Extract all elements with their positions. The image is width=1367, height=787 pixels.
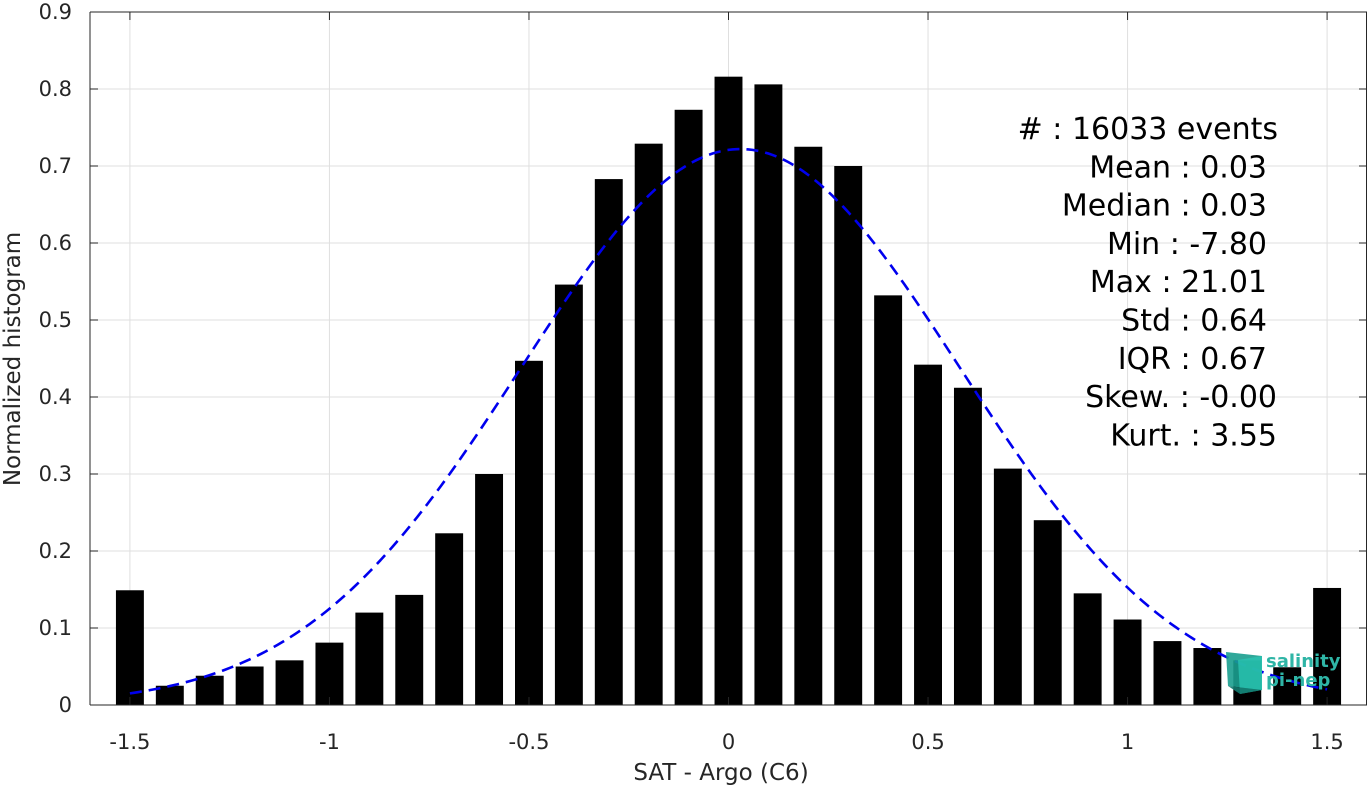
x-tick-label: 0 bbox=[722, 730, 735, 754]
stats-line: Median : 0.03 bbox=[1062, 189, 1267, 224]
histogram-bar bbox=[315, 642, 344, 705]
histogram-bar bbox=[115, 590, 144, 705]
histogram-bar bbox=[515, 360, 543, 705]
x-tick-label: 1.5 bbox=[1310, 730, 1343, 754]
x-tick-label: -1.5 bbox=[109, 730, 150, 754]
histogram-bar bbox=[1153, 641, 1182, 705]
histogram-bar bbox=[1073, 593, 1102, 705]
logo-mark-icon bbox=[1226, 652, 1262, 694]
histogram-bar bbox=[714, 76, 743, 706]
histogram-bar bbox=[1313, 587, 1342, 705]
salinity-pimep-logo: salinity pi-nep bbox=[1226, 651, 1341, 694]
histogram-bar bbox=[1193, 648, 1222, 705]
histogram-bar bbox=[355, 612, 384, 705]
histogram-bar bbox=[435, 533, 464, 705]
histogram-bar bbox=[155, 685, 184, 705]
y-tick-label: 0.3 bbox=[39, 462, 72, 486]
stats-line: IQR : 0.67 bbox=[1118, 342, 1267, 377]
y-axis-title: Normalized histogram bbox=[0, 232, 26, 486]
histogram-bar bbox=[195, 675, 224, 705]
histogram-bar bbox=[794, 146, 823, 705]
histogram-bar bbox=[674, 109, 703, 706]
y-tick-label: 0.8 bbox=[39, 77, 72, 101]
stats-line: Min : -7.80 bbox=[1107, 227, 1267, 262]
x-tick-label: -0.5 bbox=[508, 730, 549, 754]
histogram-bars bbox=[115, 76, 1342, 706]
y-tick-label: 0.1 bbox=[39, 616, 72, 640]
histogram-bar bbox=[1033, 520, 1062, 705]
histogram-bar bbox=[754, 84, 783, 705]
histogram-bar bbox=[914, 364, 942, 705]
x-tick-label: 1 bbox=[1121, 730, 1134, 754]
x-tick-label: -1 bbox=[319, 730, 340, 754]
histogram-bar bbox=[554, 284, 583, 705]
y-tick-label: 0.4 bbox=[39, 385, 72, 409]
stats-line: Mean : 0.03 bbox=[1089, 150, 1267, 185]
y-tick-label: 0.9 bbox=[39, 0, 72, 24]
stats-line: Std : 0.64 bbox=[1121, 304, 1267, 339]
stats-line: Skew. : -0.00 bbox=[1085, 380, 1277, 415]
histogram-bar bbox=[235, 666, 264, 705]
x-tick-label: 0.5 bbox=[911, 730, 944, 754]
logo-text-pimep: pi-nep bbox=[1266, 670, 1331, 691]
histogram-bar bbox=[993, 468, 1022, 705]
stats-line: # : 16033 events bbox=[1018, 112, 1278, 147]
y-axis-ticks: 0 0.1 0.2 0.3 0.4 0.5 0.6 0.7 0.8 0.9 bbox=[39, 0, 1367, 717]
y-tick-label: 0.6 bbox=[39, 231, 72, 255]
y-tick-label: 0.7 bbox=[39, 154, 72, 178]
stats-line: Kurt. : 3.55 bbox=[1110, 418, 1277, 453]
histogram-bar bbox=[395, 594, 424, 705]
y-tick-label: 0.2 bbox=[39, 539, 72, 563]
histogram-bar bbox=[953, 387, 982, 705]
histogram-bar bbox=[1273, 667, 1302, 705]
histogram-bar bbox=[475, 474, 504, 705]
gaussian-fit-curve bbox=[129, 147, 1328, 695]
histogram-bar bbox=[874, 295, 903, 705]
histogram-bar bbox=[834, 166, 863, 705]
x-axis-ticks: -1.5 -1 -0.5 0 0.5 1 1.5 bbox=[109, 12, 1344, 754]
fit-curve-line bbox=[129, 147, 1328, 695]
histogram-bar bbox=[1113, 619, 1142, 705]
y-tick-label: 0.5 bbox=[39, 308, 72, 332]
histogram-bar bbox=[275, 660, 304, 705]
stats-line: Max : 21.01 bbox=[1090, 265, 1267, 300]
logo-text-salinity: salinity bbox=[1266, 651, 1341, 672]
histogram-bar bbox=[594, 179, 623, 706]
y-tick-label: 0 bbox=[59, 693, 72, 717]
x-axis-title: SAT - Argo (C6) bbox=[633, 760, 808, 786]
histogram-bar bbox=[634, 143, 663, 706]
